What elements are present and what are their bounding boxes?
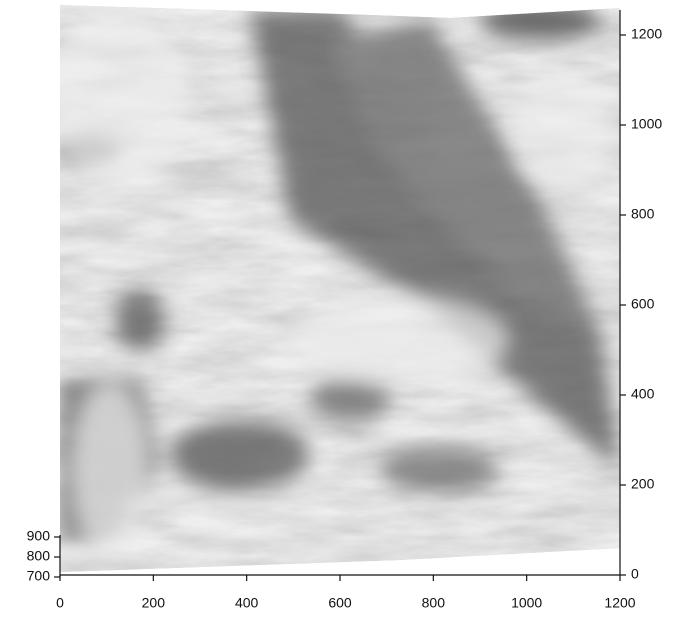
z-tick-label: 900 (27, 528, 51, 544)
surface-image (50, 0, 620, 580)
y-tick-label: 1200 (631, 26, 662, 42)
x-tick-label: 1000 (511, 595, 542, 611)
y-tick-label: 0 (631, 566, 639, 582)
y-tick-label: 800 (631, 206, 655, 222)
z-tick-label: 700 (27, 568, 51, 584)
x-tick-label: 1200 (604, 595, 635, 611)
y-tick-label: 600 (631, 296, 655, 312)
z-tick-label: 800 (27, 548, 51, 564)
x-tick-label: 0 (56, 595, 64, 611)
y-tick-label: 200 (631, 476, 655, 492)
chart: 0 200 400 600 800 1000 1200 0 200 400 600 800 1000 12… (0, 0, 680, 619)
x-tick-label: 800 (422, 595, 446, 611)
x-tick-label: 400 (235, 595, 259, 611)
x-tick-label: 200 (142, 595, 166, 611)
y-tick-label: 1000 (631, 116, 662, 132)
x-tick-label: 600 (328, 595, 352, 611)
y-tick-label: 400 (631, 386, 655, 402)
page: 0 200 400 600 800 1000 1200 0 200 400 600 800 1000 12… (0, 0, 680, 619)
